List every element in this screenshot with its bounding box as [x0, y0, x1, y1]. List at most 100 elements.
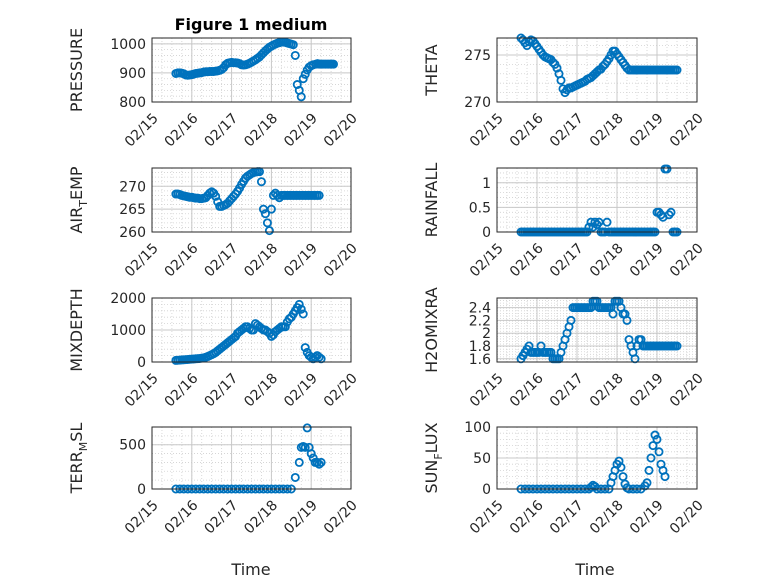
axes-frame [496, 297, 698, 363]
data-point [294, 457, 304, 467]
x-axis-label-left: Time [230, 560, 270, 579]
axes-frame [151, 297, 352, 363]
x-tick-label: 02/20 [321, 497, 361, 537]
y-tick-label: 0 [482, 225, 491, 241]
axes-frame [151, 426, 352, 490]
data-point [566, 315, 576, 325]
data-point [296, 92, 306, 102]
x-tick-label: 02/18 [241, 240, 281, 280]
x-tick-label: 02/18 [587, 110, 627, 150]
y-tick-label: 2 [482, 326, 491, 342]
subplot-7: 0 500 02/15 02/16 02/17 02/18 02/19 02/20 TERRMS… [67, 423, 361, 538]
y-axis-label-tail: EMP [67, 166, 86, 200]
x-tick-label: 02/19 [627, 370, 667, 410]
y-tick-label: 0 [482, 482, 491, 498]
y-axis-label: AIRTEMP [67, 166, 90, 233]
x-tick-label: 02/17 [547, 497, 587, 537]
y-tick-label: 270 [464, 95, 491, 111]
x-tick-label: 02/18 [241, 110, 281, 150]
data-point [260, 209, 270, 219]
data-point [312, 457, 322, 467]
subplot-3: 260 265 270 02/15 02/16 02/17 02/18 02/19 02/20 A… [67, 166, 361, 280]
figure-title: Figure 1 medium [175, 15, 328, 34]
data-point [262, 218, 272, 228]
y-axis-label-subscript: M [77, 442, 90, 452]
y-tick-label: 265 [119, 202, 146, 218]
x-tick-label: 02/19 [281, 497, 321, 537]
y-axis-label-main: AIR [67, 207, 86, 234]
y-axis-label: MIXDEPTH [67, 288, 86, 371]
data-point [584, 222, 594, 232]
data-point [298, 74, 308, 84]
data-point [672, 65, 682, 75]
data-point [642, 478, 652, 488]
y-axis-label-main: RAINFALL [422, 163, 441, 238]
y-axis-label: H2OMIXRA [422, 287, 441, 373]
y-axis-label-main: THETA [422, 44, 441, 96]
series-markers [171, 167, 324, 236]
y-tick-label: 2.4 [469, 301, 491, 317]
y-tick-label: 1000 [110, 37, 146, 53]
x-tick-label: 02/17 [547, 240, 587, 280]
data-point [608, 309, 618, 319]
data-point [300, 442, 310, 452]
x-tick-label: 02/20 [667, 370, 707, 410]
data-point [298, 309, 308, 319]
data-point [300, 343, 310, 353]
data-point [328, 59, 338, 69]
axes-frame [496, 167, 698, 233]
data-point [648, 441, 658, 451]
series-markers [516, 33, 682, 98]
data-point [650, 430, 660, 440]
y-tick-label: 0 [137, 482, 146, 498]
data-point [602, 217, 612, 227]
series-markers [171, 299, 326, 365]
data-point [314, 459, 324, 469]
x-tick-label: 02/19 [627, 497, 667, 537]
data-point [288, 40, 298, 50]
y-axis-label-main: PRESSURE [67, 28, 86, 112]
x-tick-label: 02/15 [122, 240, 162, 280]
x-axis-label-right: Time [574, 560, 614, 579]
y-tick-label: 275 [464, 48, 491, 64]
y-axis-label: SUNFLUX [422, 422, 445, 493]
data-point [290, 472, 300, 482]
y-axis-label-main: H2OMIXRA [422, 287, 441, 373]
data-point [314, 352, 324, 362]
series-markers [516, 296, 682, 364]
y-axis-label: TERRMSL [67, 423, 90, 495]
y-axis-label: RAINFALL [422, 163, 441, 238]
x-tick-label: 02/17 [202, 110, 242, 150]
y-tick-label: 270 [119, 179, 146, 195]
x-tick-label: 02/17 [202, 370, 242, 410]
x-tick-label: 02/15 [122, 497, 162, 537]
y-tick-label: 500 [119, 438, 146, 454]
x-tick-label: 02/18 [587, 370, 627, 410]
y-tick-label: 0 [137, 355, 146, 371]
data-point [300, 69, 310, 79]
y-tick-label: 800 [119, 95, 146, 111]
data-point [316, 457, 326, 467]
data-point [666, 207, 676, 217]
x-tick-label: 02/20 [667, 240, 707, 280]
data-point [256, 177, 266, 187]
y-tick-label: 2000 [110, 291, 146, 307]
x-tick-label: 02/20 [321, 110, 361, 150]
data-point [660, 472, 670, 482]
x-tick-label: 02/19 [281, 370, 321, 410]
y-tick-label: 2.2 [469, 313, 491, 329]
data-point [211, 191, 221, 201]
data-point [662, 164, 672, 174]
x-tick-label: 02/15 [467, 497, 507, 537]
subplot-6: 1.61.822.22.4 02/15 02/16 02/17 02/18 02/19 02… [422, 287, 707, 410]
y-axis-label-subscript: T [77, 200, 90, 208]
x-tick-label: 02/19 [281, 110, 321, 150]
x-tick-label: 02/16 [162, 497, 202, 537]
x-tick-label: 02/16 [507, 110, 547, 150]
data-point [552, 63, 562, 73]
y-axis-label-tail: LUX [422, 422, 441, 453]
x-tick-label: 02/16 [162, 110, 202, 150]
x-tick-label: 02/16 [507, 497, 547, 537]
data-point [264, 226, 274, 236]
